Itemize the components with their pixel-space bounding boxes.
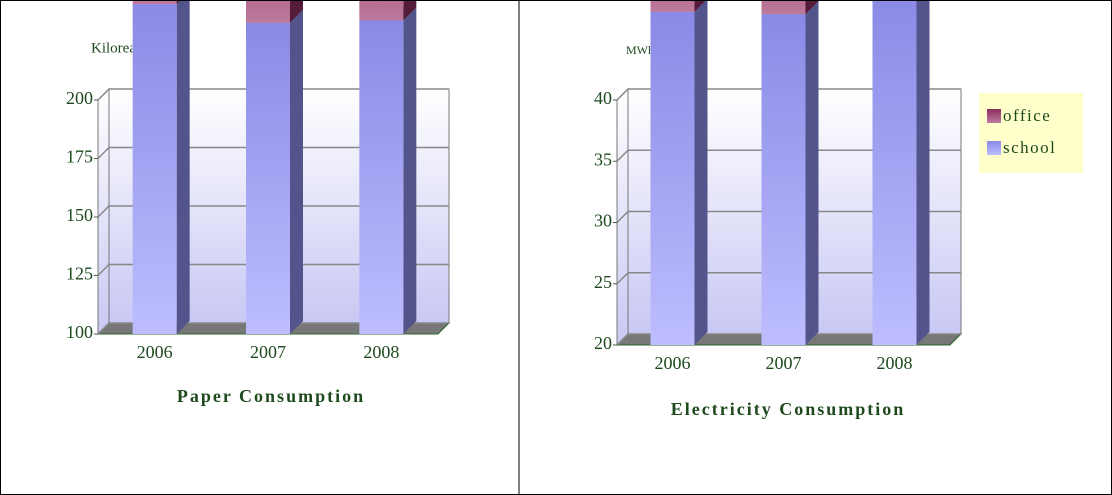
bar-side [403,7,417,334]
y-tick-label: 20 [594,333,612,353]
y-tick-label: 30 [594,211,612,231]
grid-line-side [616,272,629,285]
bar-side [176,1,190,334]
bar [650,11,695,346]
chart-title: Paper Consumption [177,386,365,406]
bar-side [290,9,303,335]
bar [359,1,404,21]
y-axis-label: MWh [626,43,654,57]
y-tick-label: 175 [66,147,93,167]
bar [761,1,806,15]
grid-line-side [616,333,629,346]
x-tick-label: 2007 [766,353,802,373]
grid-line-side [97,146,110,160]
grid-line-side [97,263,110,277]
grid-line-side [616,88,629,101]
bar [132,4,177,335]
x-tick-label: 2007 [250,342,286,362]
y-tick-label: 150 [66,205,93,225]
y-tick-label: 100 [66,322,93,342]
legend-label: school [1003,138,1056,157]
bar [132,1,177,5]
y-tick-label: 40 [594,88,612,108]
bar-side [805,1,819,15]
x-tick-label: 2006 [137,342,173,362]
bar-side [694,1,706,12]
bar-side [403,1,417,21]
legend-box [979,93,1083,173]
grid-line-side [97,205,110,218]
bar-side [694,1,708,345]
grid-line-side [97,88,110,101]
bar [650,1,695,12]
bar [761,14,806,345]
legend-swatch [987,141,1001,155]
bar-side [805,1,819,345]
grid-line-side [616,149,629,162]
y-tick-label: 25 [594,272,612,292]
legend-label: office [1003,106,1051,125]
legend-swatch [987,109,1001,123]
grid-line-side [97,322,110,335]
bar-side [176,1,180,5]
bar-side [916,1,930,345]
chart-title: Electricity Consumption [671,399,906,419]
x-tick-label: 2008 [877,353,913,373]
bar [359,20,404,334]
grid-line-side [616,210,629,224]
y-tick-label: 35 [594,149,612,169]
x-tick-label: 2006 [655,353,691,373]
bar [246,1,290,23]
bar [246,22,290,335]
x-tick-label: 2008 [363,342,399,362]
y-tick-label: 200 [66,88,93,108]
y-tick-label: 125 [66,264,93,284]
bar [872,1,917,346]
bar-side [290,1,303,23]
